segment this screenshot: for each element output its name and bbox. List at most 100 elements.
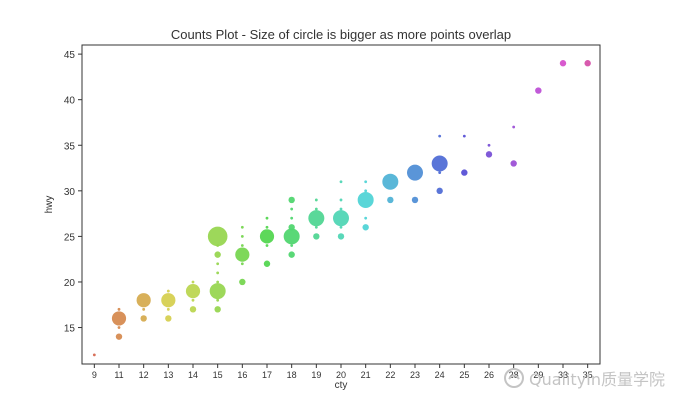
data-point bbox=[584, 60, 591, 67]
x-tick-label: 23 bbox=[410, 370, 420, 380]
data-point bbox=[290, 207, 294, 211]
data-point bbox=[362, 224, 369, 231]
data-point bbox=[411, 196, 419, 204]
data-point bbox=[339, 198, 343, 202]
data-point bbox=[166, 289, 170, 293]
data-point bbox=[339, 225, 343, 229]
data-point bbox=[216, 271, 220, 275]
data-point bbox=[166, 307, 170, 311]
data-point bbox=[288, 224, 295, 231]
x-tick-label: 24 bbox=[435, 370, 445, 380]
data-point bbox=[559, 60, 567, 67]
x-tick-label: 22 bbox=[385, 370, 395, 380]
data-point bbox=[431, 155, 448, 172]
data-point bbox=[438, 171, 442, 175]
x-tick-label: 14 bbox=[188, 370, 198, 380]
x-tick-label: 21 bbox=[361, 370, 371, 380]
x-tick-label: 16 bbox=[237, 370, 247, 380]
data-point bbox=[407, 164, 423, 181]
data-point bbox=[240, 225, 244, 229]
data-point bbox=[283, 228, 300, 245]
watermark-text: QualityIn质量学院 bbox=[529, 370, 666, 389]
data-point bbox=[487, 143, 491, 147]
data-point bbox=[191, 298, 195, 302]
data-point bbox=[265, 225, 269, 229]
x-tick-label: 26 bbox=[484, 370, 494, 380]
data-point bbox=[216, 280, 220, 284]
data-point bbox=[339, 207, 343, 211]
y-axis-label: hwy bbox=[44, 196, 55, 214]
data-point bbox=[142, 307, 146, 311]
x-tick-label: 19 bbox=[311, 370, 321, 380]
data-point bbox=[436, 187, 443, 195]
data-point bbox=[357, 191, 374, 208]
data-point bbox=[308, 210, 325, 227]
data-point bbox=[337, 233, 345, 240]
data-point bbox=[510, 160, 517, 167]
data-point bbox=[214, 251, 221, 258]
data-point bbox=[240, 235, 244, 238]
x-tick-label: 15 bbox=[213, 370, 223, 380]
data-point bbox=[263, 260, 271, 267]
data-point bbox=[189, 306, 197, 313]
y-tick-label: 15 bbox=[64, 324, 76, 335]
x-tick-label: 18 bbox=[287, 370, 297, 380]
data-point bbox=[209, 283, 226, 300]
data-point bbox=[314, 225, 318, 229]
data-point bbox=[115, 333, 123, 340]
x-tick-label: 25 bbox=[459, 370, 469, 380]
data-point bbox=[314, 198, 318, 202]
data-point bbox=[161, 293, 176, 308]
data-point bbox=[265, 244, 269, 247]
data-point bbox=[438, 134, 442, 138]
data-point bbox=[382, 173, 399, 190]
data-point bbox=[485, 151, 493, 158]
x-tick-label: 29 bbox=[533, 370, 543, 380]
data-point bbox=[240, 262, 244, 266]
data-point bbox=[288, 251, 295, 258]
data-point bbox=[117, 326, 121, 329]
data-point bbox=[111, 311, 127, 326]
data-point bbox=[461, 169, 468, 176]
data-point bbox=[313, 233, 320, 240]
x-tick-label: 12 bbox=[139, 370, 149, 380]
x-tick-label: 33 bbox=[558, 370, 568, 380]
chart-title: Counts Plot - Size of circle is bigger a… bbox=[171, 27, 511, 42]
data-point bbox=[117, 307, 121, 311]
y-tick-label: 30 bbox=[64, 187, 76, 198]
data-point bbox=[136, 293, 151, 308]
x-tick-label: 13 bbox=[163, 370, 173, 380]
data-point bbox=[333, 210, 349, 227]
data-point bbox=[165, 315, 172, 322]
data-point bbox=[185, 283, 201, 299]
data-point bbox=[364, 180, 368, 184]
data-point bbox=[512, 125, 516, 129]
watermark: QualityIn质量学院 bbox=[503, 366, 665, 390]
wechat-official-account-icon bbox=[504, 368, 524, 388]
data-point bbox=[140, 315, 147, 322]
data-point bbox=[191, 280, 195, 284]
data-point bbox=[207, 226, 228, 247]
y-tick-label: 20 bbox=[64, 278, 76, 289]
x-tick-label: 17 bbox=[262, 370, 272, 380]
data-point bbox=[535, 87, 542, 94]
data-point bbox=[462, 134, 466, 138]
data-point bbox=[235, 247, 250, 262]
data-point bbox=[364, 216, 368, 220]
x-axis-label: cty bbox=[335, 380, 348, 391]
data-point bbox=[339, 180, 343, 184]
x-tick-label: 9 bbox=[92, 370, 97, 380]
x-tick-label: 11 bbox=[114, 370, 123, 380]
y-tick-label: 45 bbox=[64, 50, 76, 61]
data-point bbox=[288, 196, 295, 204]
data-point bbox=[265, 216, 269, 220]
data-point bbox=[216, 298, 220, 302]
data-point bbox=[216, 262, 220, 266]
y-tick-label: 35 bbox=[64, 141, 76, 152]
data-point bbox=[314, 207, 318, 211]
data-point bbox=[364, 189, 368, 193]
data-point bbox=[92, 353, 96, 357]
data-point bbox=[214, 306, 221, 313]
y-tick-label: 25 bbox=[64, 232, 76, 243]
